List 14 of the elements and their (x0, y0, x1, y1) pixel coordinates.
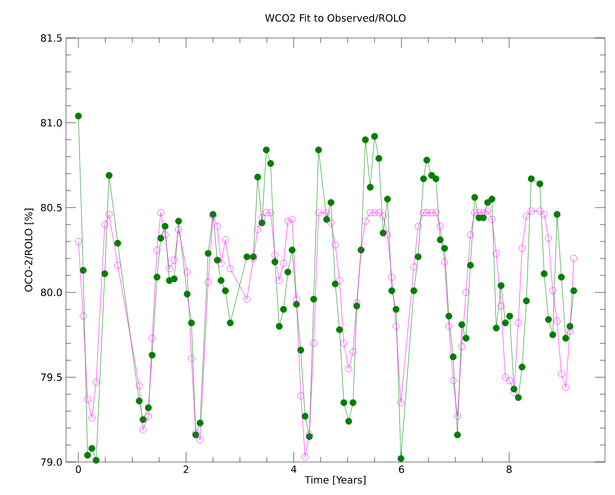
y-axis-title: OCO-2/ROLO [%] (24, 208, 34, 292)
x-axis-title: Time [Years] (304, 476, 366, 485)
x-tick-label: 0 (76, 466, 81, 474)
x-tick-label: 8 (506, 466, 512, 474)
chart-title: WCO2 Fit to Observed/ROLO (265, 14, 406, 22)
y-tick-label: 81.0 (40, 119, 62, 127)
y-tick-label: 79.0 (41, 458, 62, 466)
y-tick-label: 79.5 (41, 373, 62, 381)
y-tick-label: 80.5 (40, 204, 62, 212)
x-tick-label: 4 (291, 466, 296, 473)
y-tick-label: 80.0 (40, 288, 62, 296)
x-tick-label: 2 (184, 466, 188, 473)
x-tick-label: 6 (399, 466, 404, 474)
y-tick-label: 81.5 (40, 34, 62, 42)
